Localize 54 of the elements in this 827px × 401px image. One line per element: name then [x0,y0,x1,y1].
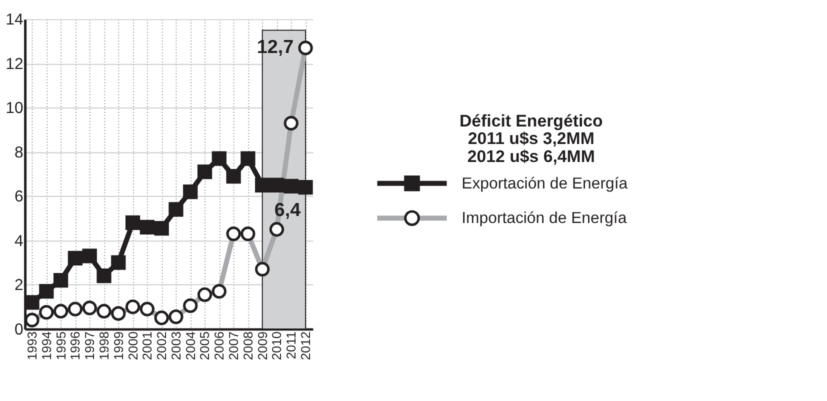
point [269,178,284,192]
x-tick-label: 1996 [68,331,83,360]
point [140,220,154,234]
point [197,164,212,180]
y-tick-label: 4 [14,232,24,250]
point [168,202,184,217]
x-tick-label: 2005 [197,331,212,360]
point [125,215,140,230]
text: 2012 u$s 6,4MM [467,147,595,166]
point [284,178,298,194]
point [154,220,169,236]
x-tick-label: 1994 [38,331,54,360]
point [24,295,40,310]
text: Déficit Energético [459,111,603,130]
x-tick-label: 1998 [96,331,112,360]
x-tick-label: 2011 [284,331,299,360]
y-tick-label: 10 [6,100,24,118]
y-tick-label: 0 [14,321,24,338]
y-tick-label: 2 [14,277,24,294]
point [111,255,126,270]
x-tick-label: 2003 [168,331,184,360]
point [96,268,112,284]
point [68,250,83,266]
point [53,272,68,288]
point [212,151,226,166]
point [255,178,270,192]
point [298,180,313,195]
data-label: 6,4 [274,199,302,220]
x-tick-label: 1997 [82,331,98,360]
x-tick-label: 1999 [110,331,126,360]
x-tick-label: 2009 [254,331,270,360]
x-tick-label: 2012 [298,331,313,360]
y-tick-label: 14 [6,12,24,29]
x-tick-label: 2004 [182,331,198,360]
x-tick-label: 2006 [212,331,227,360]
x-tick-label: 2002 [154,331,170,360]
x-tick-label: 2007 [226,331,242,360]
point [240,151,256,166]
point [82,248,97,264]
point [39,284,54,299]
x-tick-label: 2008 [240,331,256,360]
point [183,184,198,200]
y-tick-label: 8 [14,144,24,162]
legend-label: Exportación de Energía [462,175,628,192]
y-tick-label: 12 [6,56,24,73]
x-tick-label: 1993 [24,331,40,360]
x-tick-label: 1995 [53,331,68,360]
x-tick-label: 2010 [269,331,284,360]
x-tick-label: 2001 [140,331,155,360]
x-tick-label: 2000 [125,331,140,360]
y-tick-label: 6 [14,188,24,206]
text: 2011 u$s 3,2MM [468,129,594,148]
legend-label: Importación de Energía [462,210,627,228]
point [226,168,241,184]
